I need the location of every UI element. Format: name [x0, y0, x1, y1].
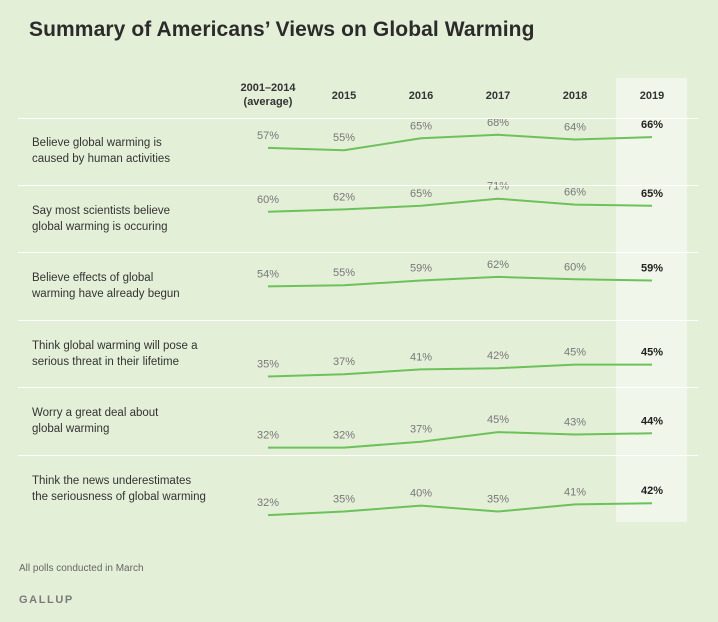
data-label: 60% [257, 194, 279, 206]
data-label: 64% [564, 122, 586, 134]
series-line-0 [267, 133, 653, 152]
row-label-line: caused by human activities [32, 153, 171, 165]
brand-logo: GALLUP [19, 594, 74, 606]
data-label: 66% [641, 119, 663, 131]
column-header-line: 2017 [485, 90, 511, 102]
series-line-5 [267, 502, 653, 517]
column-header-line: 2019 [639, 90, 665, 102]
data-label: 32% [257, 497, 279, 509]
data-label: 62% [333, 191, 355, 203]
row-label-line: Think the news underestimates [32, 474, 192, 487]
row-label-line: Believe effects of global [32, 272, 154, 284]
row-label-line: Worry a great deal about [32, 407, 159, 419]
row-divider [18, 118, 698, 119]
data-label: 66% [564, 187, 586, 199]
row-label-line: Believe global warming is [32, 137, 162, 149]
footnote: All polls conducted in March [19, 563, 144, 574]
data-label: 65% [641, 188, 663, 200]
data-label: 44% [641, 415, 663, 427]
row-label-line: serious threat in their lifetime [32, 355, 180, 368]
column-header-1: 2015 [299, 90, 389, 102]
row-divider [18, 387, 698, 388]
column-header-line: 2015 [331, 90, 357, 102]
row-label-4: Worry a great deal about global warming [32, 405, 232, 437]
row-divider [18, 184, 698, 186]
row-label-3: Think global warming will pose a serious … [32, 338, 232, 370]
data-label: 37% [333, 356, 355, 368]
data-label: 65% [410, 188, 432, 200]
column-header-line: 2001–2014 [240, 82, 296, 94]
data-label: 43% [564, 417, 586, 429]
data-label: 45% [487, 414, 509, 426]
series-line-4 [268, 431, 653, 449]
row-label-0: Believe global warming is caused by human… [32, 135, 232, 167]
chart-title: Summary of Americans’ Views on Global Wa… [29, 18, 535, 41]
row-label-5: Think the news underestimates the serious… [32, 473, 232, 505]
row-divider [18, 454, 698, 456]
data-label: 55% [333, 132, 355, 144]
column-header-4: 2018 [530, 90, 620, 102]
data-label: 41% [410, 351, 432, 363]
row-divider [18, 319, 698, 321]
series-line-3 [267, 363, 652, 378]
data-label: 54% [257, 268, 279, 280]
data-label: 62% [487, 259, 509, 271]
data-label: 42% [641, 485, 663, 497]
data-label: 35% [257, 359, 279, 371]
data-label: 42% [487, 350, 509, 362]
row-label-line: Think global warming will pose a [32, 339, 198, 352]
series-line-2 [267, 275, 653, 288]
data-label: 59% [641, 263, 663, 275]
data-label: 45% [641, 347, 663, 359]
row-label-line: global warming [32, 423, 110, 435]
data-label: 35% [487, 494, 509, 506]
data-label: 37% [410, 424, 432, 436]
row-label-1: Say most scientists believe global warmin… [32, 203, 232, 235]
data-label: 71% [487, 181, 509, 193]
column-header-2: 2016 [376, 90, 466, 102]
row-label-line: warming have already begun [32, 288, 180, 300]
row-label-2: Believe effects of global warming have al… [32, 270, 232, 302]
data-label: 41% [564, 486, 586, 498]
column-header-line: 2018 [562, 90, 588, 102]
data-label: 45% [564, 347, 586, 359]
column-header-line: (average) [243, 96, 293, 108]
row-label-line: Say most scientists believe [32, 204, 171, 217]
data-label: 59% [410, 263, 432, 275]
data-label: 68% [487, 117, 509, 129]
data-label: 35% [333, 494, 355, 506]
column-header-5: 2019 [607, 90, 697, 102]
data-label: 60% [564, 261, 586, 273]
row-label-line: the seriousness of global warming [32, 490, 206, 503]
series-line-1 [267, 197, 653, 213]
data-label: 40% [410, 488, 432, 500]
row-label-line: global warming is occuring [32, 220, 168, 233]
column-header-0: 2001–2014 (average) [223, 81, 313, 109]
column-header-3: 2017 [453, 90, 543, 102]
data-label: 65% [410, 120, 432, 132]
column-header-line: 2016 [408, 90, 434, 102]
row-divider [18, 252, 698, 253]
data-label: 32% [257, 430, 279, 442]
highlight-column-2019 [616, 78, 687, 522]
data-label: 57% [257, 130, 279, 142]
data-label: 32% [333, 430, 355, 442]
data-label: 55% [333, 267, 355, 279]
